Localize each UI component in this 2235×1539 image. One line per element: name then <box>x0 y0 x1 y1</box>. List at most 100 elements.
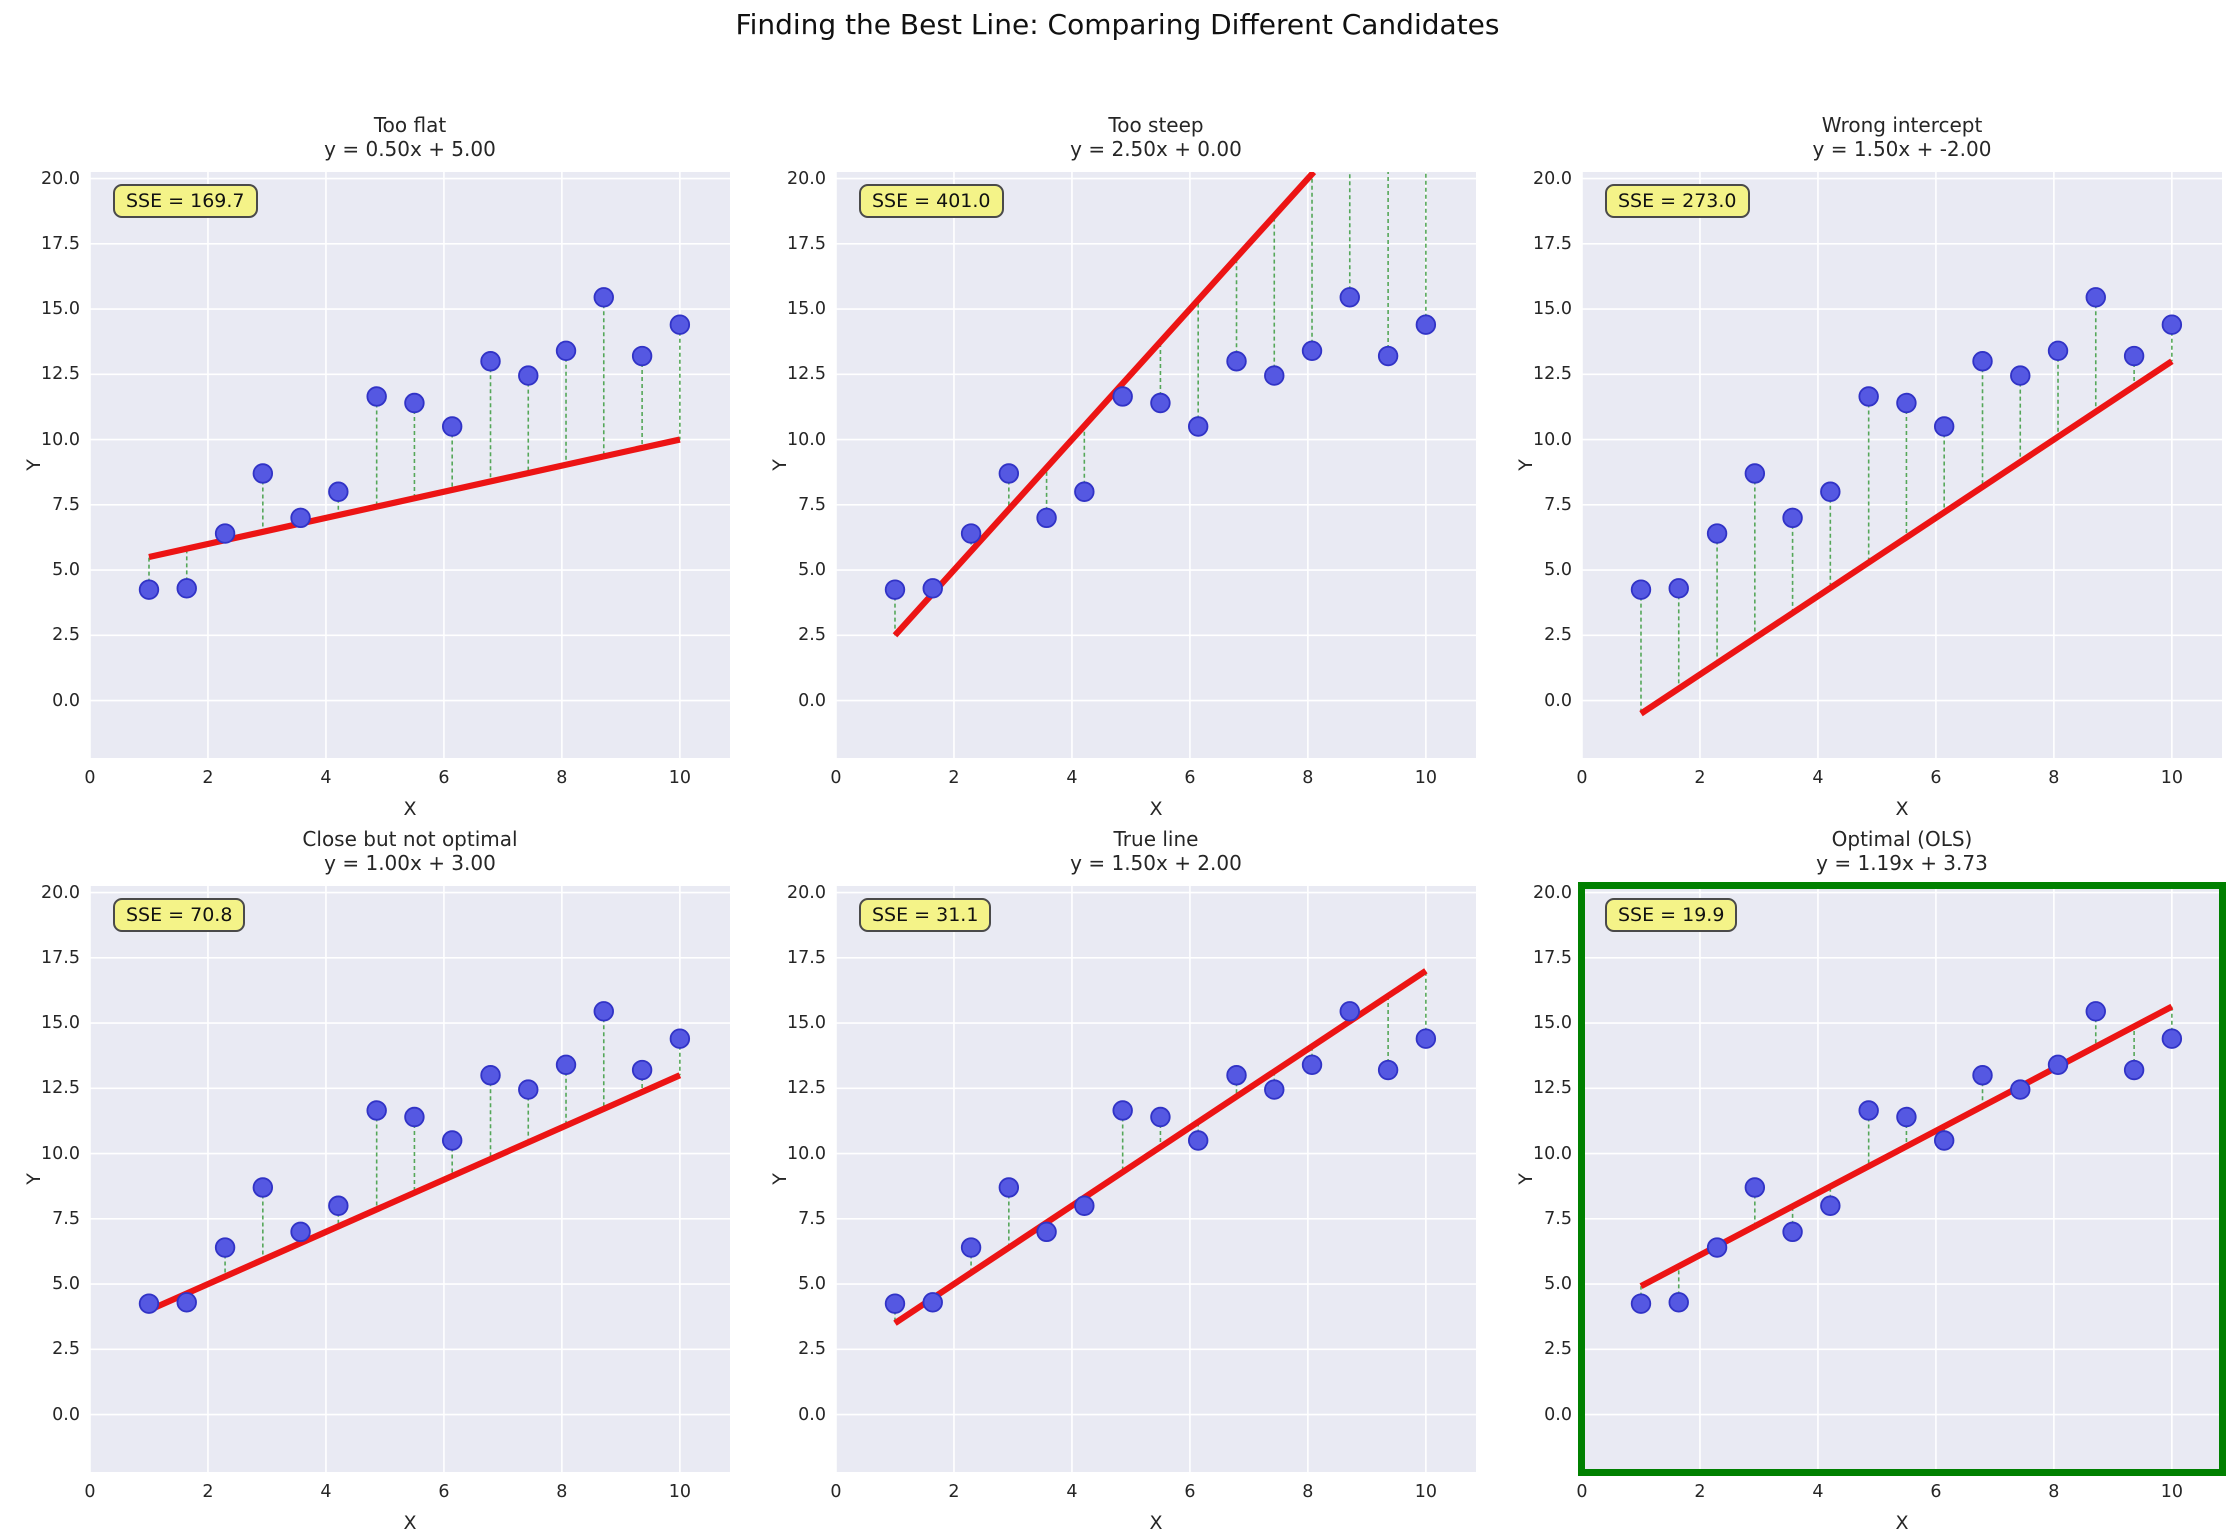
y-tick-label: 7.5 <box>798 1208 826 1229</box>
data-point <box>1226 1065 1247 1086</box>
x-tick-label: 10 <box>668 768 691 788</box>
y-tick-label: 12.5 <box>787 1078 826 1099</box>
data-point <box>884 1293 906 1314</box>
fit-line <box>1639 358 2174 717</box>
y-tick-label: 0.0 <box>52 1404 80 1425</box>
y-tick-label: 17.5 <box>1533 233 1572 254</box>
y-tick-label: 7.5 <box>1544 494 1572 515</box>
y-tick-label: 15.0 <box>41 1013 80 1034</box>
subplot-title-block: Optimal (OLS) y = 1.19x + 3.73 <box>1582 827 2222 875</box>
data-point <box>1972 1065 1993 1086</box>
subplot-close-but-not-optimal: Close but not optimal y = 1.00x + 3.00 0.0… <box>0 816 740 1534</box>
y-tick-label: 12.5 <box>1533 364 1572 385</box>
x-tick-label: 2 <box>202 768 214 788</box>
y-tick-label: 20.0 <box>787 168 826 189</box>
data-point <box>1112 386 1133 407</box>
data-point <box>2085 1001 2106 1022</box>
y-tick-label: 20.0 <box>1533 882 1572 903</box>
sse-badge: SSE = 169.7 <box>113 184 258 218</box>
data-point <box>669 314 691 335</box>
x-tick-label: 4 <box>320 1482 332 1502</box>
x-axis-label: X <box>1895 798 1909 820</box>
subplot-equation: y = 1.50x + -2.00 <box>1812 136 1992 161</box>
subplot-title: Optimal (OLS) <box>1831 827 1973 851</box>
x-tick-label: 0 <box>830 1482 842 1502</box>
data-point <box>1668 578 1689 599</box>
y-tick-label: 20.0 <box>787 882 826 903</box>
y-tick-label: 5.0 <box>798 1274 826 1295</box>
data-point <box>252 463 274 484</box>
x-tick-label: 2 <box>1694 1482 1706 1502</box>
data-point <box>176 578 197 599</box>
data-point <box>1933 1130 1955 1151</box>
data-point <box>1933 416 1955 437</box>
x-tick-label: 6 <box>1184 768 1196 788</box>
y-tick-label: 2.5 <box>798 625 826 646</box>
subplot-too-steep: Too steep y = 2.50x + 0.00 0.0 2.5 5.0 7.5 10.… <box>746 102 1486 820</box>
fit-line <box>1639 1003 2174 1289</box>
data-point <box>328 1195 349 1216</box>
x-tick-label: 6 <box>1184 1482 1196 1502</box>
data-point <box>1782 507 1803 529</box>
x-tick-label: 10 <box>668 1482 691 1502</box>
data-point <box>1744 463 1766 484</box>
fit-line <box>147 1072 682 1313</box>
y-tick-label: 5.0 <box>1544 1274 1572 1295</box>
y-tick-label: 2.5 <box>1544 625 1572 646</box>
x-tick-label: 0 <box>84 1482 96 1502</box>
data-point <box>1782 1221 1803 1243</box>
x-tick-label: 10 <box>2160 1482 2183 1502</box>
y-tick-label: 5.0 <box>1544 560 1572 581</box>
data-point <box>1706 1237 1728 1258</box>
data-point <box>922 578 943 599</box>
subplot-title: Too flat <box>373 113 447 137</box>
x-tick-label: 0 <box>1576 1482 1588 1502</box>
y-tick-label: 10.0 <box>787 429 826 450</box>
x-tick-label: 10 <box>1414 1482 1437 1502</box>
y-tick-label: 17.5 <box>787 947 826 968</box>
data-point <box>960 523 982 544</box>
x-axis-label: X <box>403 798 417 820</box>
x-tick-label: 8 <box>556 768 568 788</box>
y-tick-label: 7.5 <box>1544 1208 1572 1229</box>
y-tick-label: 0.0 <box>1544 1404 1572 1425</box>
subplot-title: Wrong intercept <box>1821 113 1983 137</box>
y-tick-label: 2.5 <box>1544 1339 1572 1360</box>
data-point <box>518 365 539 386</box>
subplot-title-block: Close but not optimal y = 1.00x + 3.00 <box>90 827 730 875</box>
data-point <box>1187 1130 1209 1151</box>
sse-badge: SSE = 70.8 <box>113 898 246 932</box>
subplot-too-flat: Too flat y = 0.50x + 5.00 0.0 2.5 5.0 7.5 10.0… <box>0 102 740 820</box>
data-point <box>1630 579 1652 600</box>
data-point <box>1150 392 1171 414</box>
subplot-equation: y = 2.50x + 0.00 <box>1070 136 1242 161</box>
data-point <box>2010 365 2031 386</box>
subplot-equation: y = 1.00x + 3.00 <box>324 850 496 875</box>
data-point <box>1668 1292 1689 1313</box>
data-point <box>1820 481 1841 502</box>
data-point <box>480 351 501 372</box>
x-tick-label: 4 <box>1812 768 1824 788</box>
subplot-title: Close but not optimal <box>302 827 518 851</box>
plot-background <box>1582 172 2222 758</box>
data-point <box>1036 507 1057 529</box>
data-point <box>631 345 653 367</box>
data-point <box>2010 1079 2031 1100</box>
y-tick-label: 10.0 <box>1533 1143 1572 1164</box>
subplot-true-line: True line y = 1.50x + 2.00 0.0 2.5 5.0 7.5 10.… <box>746 816 1486 1534</box>
subplot-title: Too steep <box>1108 113 1204 137</box>
data-point <box>2161 1028 2183 1049</box>
data-point <box>1226 351 1247 372</box>
y-tick-label: 5.0 <box>52 560 80 581</box>
sse-badge: SSE = 401.0 <box>859 184 1004 218</box>
data-point <box>1339 1001 1360 1022</box>
x-tick-label: 8 <box>1302 1482 1314 1502</box>
x-tick-label: 4 <box>1066 768 1078 788</box>
y-axis-label: Y <box>1515 459 1537 471</box>
data-point <box>252 1177 274 1198</box>
subplot-equation: y = 1.50x + 2.00 <box>1070 850 1242 875</box>
y-tick-label: 10.0 <box>1533 429 1572 450</box>
subplot-title: True line <box>1113 827 1199 851</box>
data-point <box>1630 1293 1652 1314</box>
x-tick-label: 8 <box>2048 1482 2060 1502</box>
